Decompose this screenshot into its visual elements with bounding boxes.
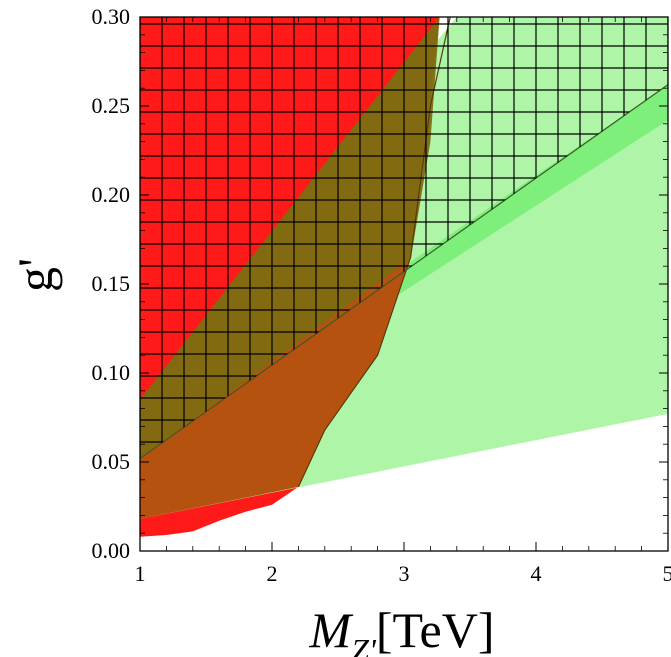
x-axis-title-main: M [309, 602, 354, 657]
x-tick-label: 1 [135, 561, 146, 586]
exclusion-curve [297, 17, 451, 488]
y-tick-label: 0.15 [92, 271, 131, 296]
x-axis-title-unit: [TeV] [376, 602, 495, 657]
x-tick-label: 4 [531, 561, 542, 586]
tick-labels: 1 2 3 4 5 0.00 0.05 0.10 0.15 0.20 0.25 0.30 [92, 4, 671, 586]
y-tick-label: 0.10 [92, 360, 131, 385]
x-tick-label: 3 [399, 561, 410, 586]
axis-ticks [139, 16, 669, 552]
region-olive-overlap [140, 17, 440, 459]
y-tick-label: 0.25 [92, 93, 131, 118]
x-axis-title-subscript: Z' [351, 632, 377, 657]
y-tick-label: 0.20 [92, 182, 131, 207]
y-axis-title: g' [7, 258, 63, 292]
x-tick-label: 2 [267, 561, 278, 586]
band-boundary-line [140, 84, 668, 459]
x-tick-label: 5 [663, 561, 671, 586]
y-tick-label: 0.00 [92, 538, 131, 563]
x-axis-title: MZ'[TeV] [309, 602, 495, 657]
y-tick-label: 0.30 [92, 4, 131, 29]
y-tick-label: 0.05 [92, 449, 131, 474]
